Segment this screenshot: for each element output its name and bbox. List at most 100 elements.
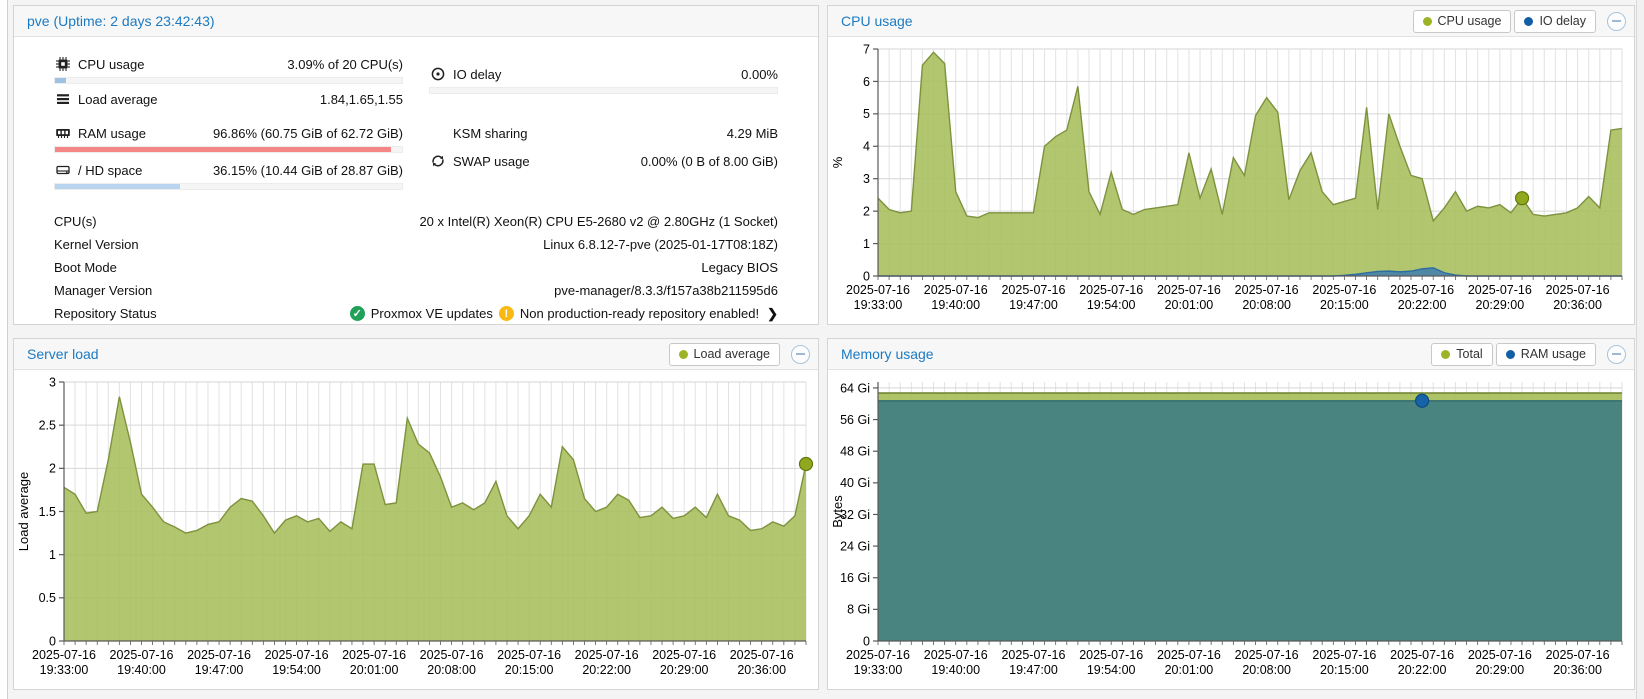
- svg-text:40 Gi: 40 Gi: [840, 476, 870, 490]
- legend-ram-usage[interactable]: RAM usage: [1495, 342, 1596, 366]
- stat-value: 1.84,1.65,1.55: [319, 91, 403, 107]
- svg-text:2: 2: [49, 462, 56, 476]
- swap-icon: [429, 153, 446, 169]
- server-load-panel: Server load Load average 0 0.5 1 1.5 2 2.5 3 20…: [13, 338, 819, 690]
- stat-label: CPU usage: [78, 56, 145, 72]
- legend-cpu-usage[interactable]: CPU usage: [1412, 9, 1512, 33]
- stat-value: 96.86% (60.75 GiB of 62.72 GiB): [212, 125, 403, 141]
- legend-io-delay[interactable]: IO delay: [1514, 9, 1596, 33]
- stat-value: 36.15% (10.44 GiB of 28.87 GiB): [212, 162, 403, 178]
- cpu-usage-panel: CPU usage CPU usage IO delay 0 1 2 3 4 5 6 7 202…: [827, 5, 1635, 325]
- info-row-repository: Repository Status ✓ Proxmox VE updates !…: [54, 305, 778, 321]
- svg-text:64 Gi: 64 Gi: [840, 381, 870, 395]
- stat-value: 0.00% (0 B of 8.00 GiB): [640, 153, 778, 169]
- node-status-panel: pve (Uptime: 2 days 23:42:43) CPU usage …: [13, 5, 819, 325]
- collapse-icon[interactable]: [791, 344, 810, 364]
- svg-text:56 Gi: 56 Gi: [840, 413, 870, 427]
- node-status-body: CPU usage 3.09% of 20 CPU(s) Load averag…: [14, 37, 818, 324]
- scrollbar-track[interactable]: [1636, 0, 1644, 699]
- svg-text:8 Gi: 8 Gi: [847, 603, 870, 617]
- load-average-icon: [54, 91, 71, 107]
- svg-text:3: 3: [49, 375, 56, 389]
- svg-text:1: 1: [863, 237, 870, 251]
- hdd-icon: [54, 162, 71, 178]
- legend-total[interactable]: Total: [1431, 342, 1493, 366]
- check-circle-icon: ✓: [349, 306, 365, 321]
- collapse-icon[interactable]: [1607, 11, 1626, 31]
- stat-label: KSM sharing: [453, 125, 528, 141]
- chevron-right-icon[interactable]: ❯: [767, 305, 778, 321]
- svg-text:2.5: 2.5: [39, 419, 56, 433]
- svg-text:%: %: [830, 156, 845, 168]
- stat-load-average: Load average 1.84,1.65,1.55: [54, 88, 403, 110]
- warning-circle-icon: !: [498, 306, 514, 321]
- stat-value: 4.29 MiB: [726, 125, 778, 141]
- server-load-chart-svg: 0 0.5 1 1.5 2 2.5 3 2025-07-16 19:33:00 2025-07-1…: [16, 375, 814, 677]
- stat-label: SWAP usage: [453, 153, 530, 169]
- stat-io-delay: IO delay 0.00%: [429, 63, 778, 85]
- stat-label: Load average: [78, 91, 158, 107]
- svg-text:7: 7: [863, 42, 870, 56]
- io-delay-progressbar: [429, 87, 778, 94]
- node-status-header: pve (Uptime: 2 days 23:42:43): [14, 6, 818, 37]
- svg-text:0: 0: [863, 269, 870, 283]
- svg-text:4: 4: [863, 140, 870, 154]
- cpu-usage-title: CPU usage: [841, 13, 913, 29]
- info-row-bootmode: Boot Mode Legacy BIOS: [54, 260, 778, 275]
- ram-usage-progressbar: [54, 146, 403, 153]
- legend-load-average[interactable]: Load average: [668, 342, 780, 366]
- svg-text:5: 5: [863, 107, 870, 121]
- repo-warn-text: Non production-ready repository enabled!: [519, 306, 760, 321]
- stats-column-right: IO delay 0.00% KSM sharing 4.29 MiB: [429, 53, 778, 194]
- collapse-icon[interactable]: [1607, 344, 1626, 364]
- repo-ok-text: Proxmox VE updates: [370, 306, 493, 321]
- svg-text:Bytes: Bytes: [830, 495, 845, 528]
- memory-usage-chart-svg: 0 8 Gi 16 Gi 24 Gi 32 Gi 40 Gi 48 Gi 56 Gi 64 Gi…: [830, 381, 1623, 677]
- svg-text:48 Gi: 48 Gi: [840, 445, 870, 459]
- stat-value: 0.00%: [741, 66, 778, 82]
- info-row-cpus: CPU(s) 20 x Intel(R) Xeon(R) CPU E5-2680…: [54, 214, 778, 229]
- svg-text:0: 0: [863, 634, 870, 648]
- svg-text:16 Gi: 16 Gi: [840, 571, 870, 585]
- svg-text:3: 3: [863, 172, 870, 186]
- io-delay-icon: [429, 66, 446, 82]
- cpu-usage-chart: 0 1 2 3 4 5 6 7 2025-07-16 19:33:00 2025-07-16 19:4…: [828, 37, 1634, 324]
- hd-space-progressbar: [54, 183, 403, 190]
- stat-swap-usage: SWAP usage 0.00% (0 B of 8.00 GiB): [429, 150, 778, 172]
- stat-ram-usage: RAM usage 96.86% (60.75 GiB of 62.72 GiB…: [54, 122, 403, 144]
- stat-label: / HD space: [78, 162, 143, 178]
- ram-icon: [54, 125, 71, 141]
- stats-column-left: CPU usage 3.09% of 20 CPU(s) Load averag…: [54, 53, 403, 194]
- info-row-manager: Manager Version pve-manager/8.3.3/f157a3…: [54, 283, 778, 298]
- svg-text:32 Gi: 32 Gi: [840, 508, 870, 522]
- stat-label: RAM usage: [78, 125, 146, 141]
- sidebar-splitter[interactable]: [0, 0, 8, 699]
- cpu-icon: [54, 56, 71, 72]
